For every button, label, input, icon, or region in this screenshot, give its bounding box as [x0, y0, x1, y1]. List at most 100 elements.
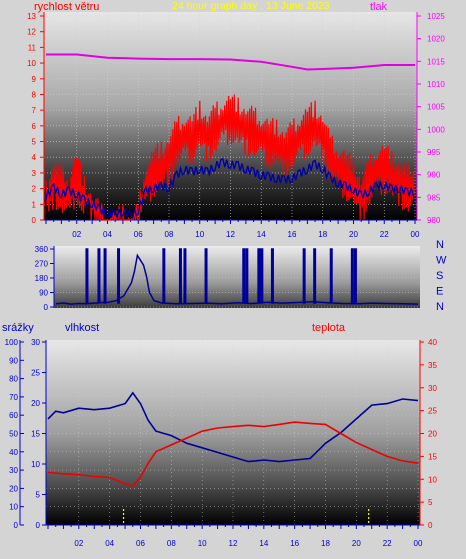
rain-tick-label: 60 — [9, 411, 18, 420]
th-x-tick-label: 02 — [74, 539, 83, 548]
pressure-tick-label: 980 — [427, 216, 441, 225]
pressure-tick-label: 1020 — [427, 35, 445, 44]
wind-x-tick-label: 04 — [103, 230, 112, 239]
th-x-tick-label: 20 — [352, 539, 361, 548]
rain-tick-label: 50 — [9, 430, 18, 439]
direction-tick-label: 90 — [39, 289, 48, 298]
humidity-axis-title: vlhkost — [65, 322, 99, 334]
th-x-tick-label: 16 — [290, 539, 299, 548]
rain-tick-label: 20 — [9, 484, 18, 493]
pressure-line — [46, 53, 415, 71]
th-x-tick-label: 14 — [259, 539, 268, 548]
pressure-axis-title: tlak — [370, 1, 388, 13]
wind-tick-label: 3 — [32, 169, 37, 178]
direction-tick-label: 360 — [35, 245, 49, 254]
rain-axis: 0 10 20 30 40 50 60 70 80 90 100 — [5, 338, 24, 530]
wind-tick-label: 8 — [32, 90, 37, 99]
wind-tick-label: 1 — [32, 200, 37, 209]
wind-gust-line — [45, 94, 415, 221]
pressure-tick-label: 1005 — [427, 103, 445, 112]
wind-tick-label: 13 — [27, 12, 36, 21]
pressure-tick-label: 1025 — [427, 12, 445, 21]
temperature-tick-label: 0 — [428, 521, 433, 530]
wind-avg-line — [45, 157, 414, 219]
wind-tick-label: 7 — [32, 106, 37, 115]
rain-tick-label: 10 — [9, 503, 18, 512]
wind-x-tick-label: 22 — [380, 230, 389, 239]
direction-tick-label: 0 — [44, 303, 49, 312]
humidity-tick-label: 30 — [31, 338, 40, 347]
direction-tick-label: 180 — [35, 274, 49, 283]
wind-tick-label: 6 — [32, 122, 37, 131]
th-x-tick-label: 22 — [383, 539, 392, 548]
temperature-tick-label: 15 — [428, 452, 437, 461]
direction-axis-left: 0 90 180 270 360 — [35, 245, 55, 312]
th-x-tick-label: 10 — [198, 539, 207, 548]
humidity-tick-label: 25 — [31, 369, 40, 378]
pressure-axis-right: 980 985 990 995 1000 1005 1010 1015 1020 1025 — [416, 12, 445, 225]
direction-grid — [54, 248, 420, 308]
wind-x-tick-label: 10 — [195, 230, 204, 239]
th-x-tick-label: 18 — [321, 539, 330, 548]
wind-tick-label: 0 — [32, 216, 37, 225]
direction-tick-label: 270 — [35, 260, 49, 269]
direction-plot-area — [54, 246, 420, 308]
humidity-line — [47, 391, 419, 463]
humidity-tick-label: 5 — [36, 491, 41, 500]
rain-tick-label: 80 — [9, 375, 18, 384]
rain-tick-label: 90 — [9, 356, 18, 365]
th-x-tick-label: 12 — [229, 539, 238, 548]
wind-x-tick-label: 18 — [318, 230, 327, 239]
th-x-tick-label: 04 — [105, 539, 114, 548]
wind-tick-label: 10 — [27, 59, 36, 68]
wind-tick-label: 12 — [27, 28, 36, 37]
compass-label-w: W — [436, 255, 447, 267]
compass-label-e: E — [436, 286, 443, 298]
th-x-tick-label: 00 — [414, 539, 423, 548]
compass-label-n: N — [436, 301, 444, 313]
pressure-tick-label: 1010 — [427, 80, 445, 89]
rain-markers — [122, 509, 370, 524]
temperature-tick-label: 30 — [428, 384, 437, 393]
wind-x-tick-label: 08 — [165, 230, 174, 239]
temperature-axis: 0 5 10 15 20 25 30 35 40 — [419, 338, 437, 530]
wind-axis-title: rychlost větru — [34, 1, 99, 13]
temperature-tick-label: 25 — [428, 407, 437, 416]
wind-x-tick-label: 16 — [288, 230, 297, 239]
wind-tick-label: 4 — [32, 153, 37, 162]
th-x-tick-label: 06 — [136, 539, 145, 548]
humidity-tick-label: 15 — [31, 430, 40, 439]
temperature-tick-label: 40 — [428, 338, 437, 347]
rain-tick-label: 40 — [9, 448, 18, 457]
temperature-tick-label: 20 — [428, 430, 437, 439]
pressure-tick-label: 990 — [427, 171, 441, 180]
pressure-tick-label: 985 — [427, 193, 441, 202]
rain-tick-label: 0 — [14, 521, 19, 530]
th-x-tick-label: 08 — [167, 539, 176, 548]
chart-title: 24 hour graph day , 13 June 2023 — [172, 0, 330, 12]
rain-tick-label: 70 — [9, 393, 18, 402]
wind-direction-line — [55, 248, 419, 305]
temperature-line — [47, 421, 419, 488]
rain-axis-title: srážky — [2, 322, 34, 334]
temperature-tick-label: 35 — [428, 361, 437, 370]
wind-tick-label: 2 — [32, 185, 37, 194]
wind-x-tick-label: 02 — [72, 230, 81, 239]
compass-label-s: S — [436, 270, 443, 282]
compass-label-n: N — [436, 239, 444, 251]
temp-humidity-axis-x: 02 04 06 08 10 12 14 16 18 20 22 00 — [46, 524, 423, 548]
pressure-tick-label: 1015 — [427, 57, 445, 66]
rain-tick-label: 30 — [9, 466, 18, 475]
temp-humidity-grid — [46, 340, 420, 526]
wind-axis-x: 02 04 06 08 10 12 14 16 18 20 22 00 — [44, 219, 420, 239]
wind-x-tick-label: 06 — [134, 230, 143, 239]
humidity-tick-label: 20 — [31, 399, 40, 408]
pressure-tick-label: 995 — [427, 148, 441, 157]
temperature-tick-label: 5 — [428, 498, 433, 507]
wind-x-tick-label: 12 — [226, 230, 235, 239]
wind-tick-label: 5 — [32, 138, 37, 147]
